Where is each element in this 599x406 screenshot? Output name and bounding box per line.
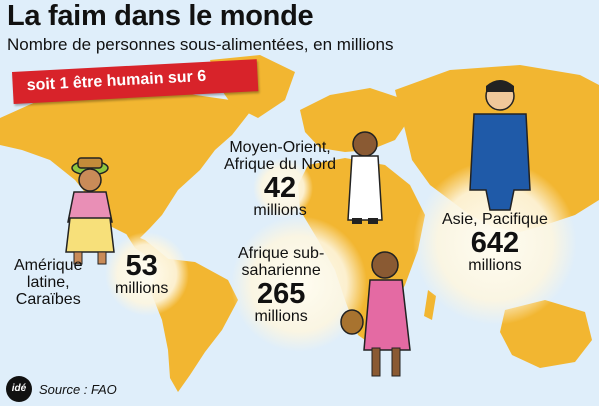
- value-label-amerique-latine: 53 millions: [115, 252, 168, 298]
- region-value: 42: [263, 171, 297, 204]
- region-value: 642: [470, 226, 520, 259]
- region-unit: millions: [253, 201, 307, 219]
- europe-landmass: [300, 88, 410, 152]
- region-name-line: Afrique sub-: [238, 245, 325, 262]
- figure-africa: [340, 251, 411, 377]
- region-name-line: Caraïbes: [15, 290, 81, 308]
- region-label-amerique-latine: Amérique latine, Caraïbes: [14, 257, 83, 308]
- region-unit: millions: [115, 280, 169, 297]
- region-label-moyen-orient: Moyen-Orient, Afrique du Nord 42 million…: [224, 139, 337, 219]
- madagascar-landmass: [424, 290, 436, 320]
- region-name-line: Afrique du Nord: [224, 155, 337, 173]
- page-subtitle: Nombre de personnes sous-alimentées, en …: [7, 35, 394, 54]
- bubble-asie-pacifique: [413, 161, 577, 325]
- region-unit: millions: [254, 307, 308, 325]
- bubble-moyen-orient: [253, 158, 313, 218]
- region-unit: millions: [468, 256, 522, 274]
- region-name-line: Moyen-Orient,: [229, 139, 331, 156]
- region-name-line: saharienne: [241, 261, 321, 279]
- ratio-banner-text: soit 1 être humain sur 6: [26, 67, 207, 95]
- figure-asia: [469, 80, 531, 211]
- figure-latin-america: [65, 157, 115, 265]
- bubble-amerique-latine: [105, 232, 189, 316]
- region-label-afrique-subsaharienne: Afrique sub- saharienne 265 millions: [238, 245, 325, 325]
- figure-middle-east: [347, 131, 383, 224]
- region-value: 265: [256, 277, 306, 310]
- page-title: La faim dans le monde: [7, 0, 314, 32]
- region-label-asie-pacifique: Asie, Pacifique 642 millions: [442, 211, 548, 275]
- publisher-logo: idé: [6, 376, 32, 402]
- source-note: Source : FAO: [39, 382, 117, 397]
- north-america-landmass: [0, 88, 250, 240]
- bubble-afrique-subsaharienne: [231, 216, 367, 352]
- region-name-line: Asie, Pacifique: [442, 211, 548, 228]
- region-name-line: latine,: [26, 273, 70, 291]
- region-name-line: Amérique: [14, 257, 83, 274]
- region-value: 53: [125, 250, 158, 282]
